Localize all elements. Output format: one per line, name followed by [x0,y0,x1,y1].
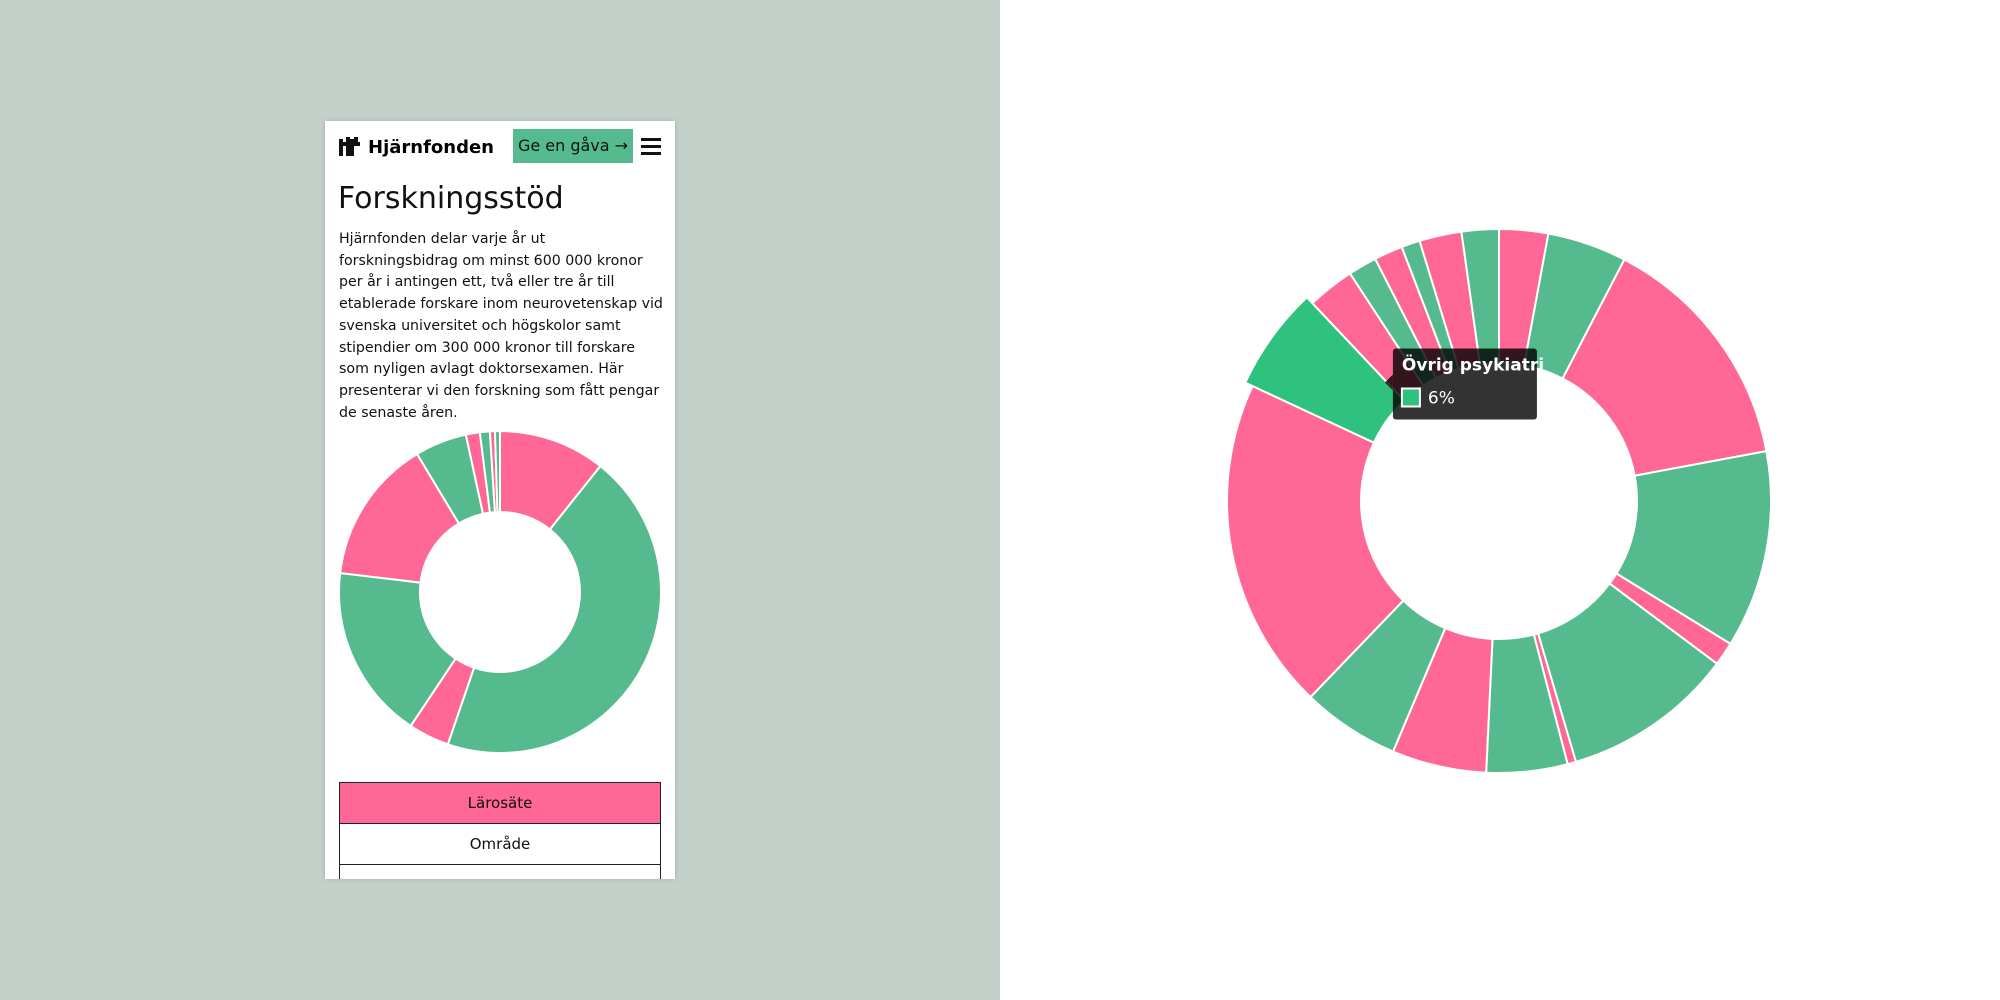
tooltip: Övrig psykiatri 6% [1384,348,1544,420]
logo-text: Hjärnfonden [368,136,494,158]
tooltip-swatch [1400,387,1421,408]
logo-icon [339,137,360,156]
donate-button[interactable]: Ge en gåva → [513,129,633,163]
tooltip-arrow [1384,374,1393,391]
pie-slice [1226,384,1405,699]
menu-button[interactable] [641,138,661,159]
tooltip-value: 6% [1428,388,1455,408]
pie-slice [446,464,662,754]
logo[interactable]: Hjärnfonden [338,135,494,159]
pie-slice [1243,295,1406,444]
pie-slice [493,429,501,514]
tooltip-title: Övrig psykiatri [1402,353,1544,375]
tooltip-box [1392,348,1537,420]
pie-slice [338,571,458,728]
pie-slice [1561,258,1768,477]
tab[interactable] [339,864,661,879]
tab[interactable]: Lärosäte [339,782,661,824]
page-title: Forskningsstöd [338,181,564,216]
intro-text: Hjärnfonden delar varje år ut forsknings… [339,231,663,421]
